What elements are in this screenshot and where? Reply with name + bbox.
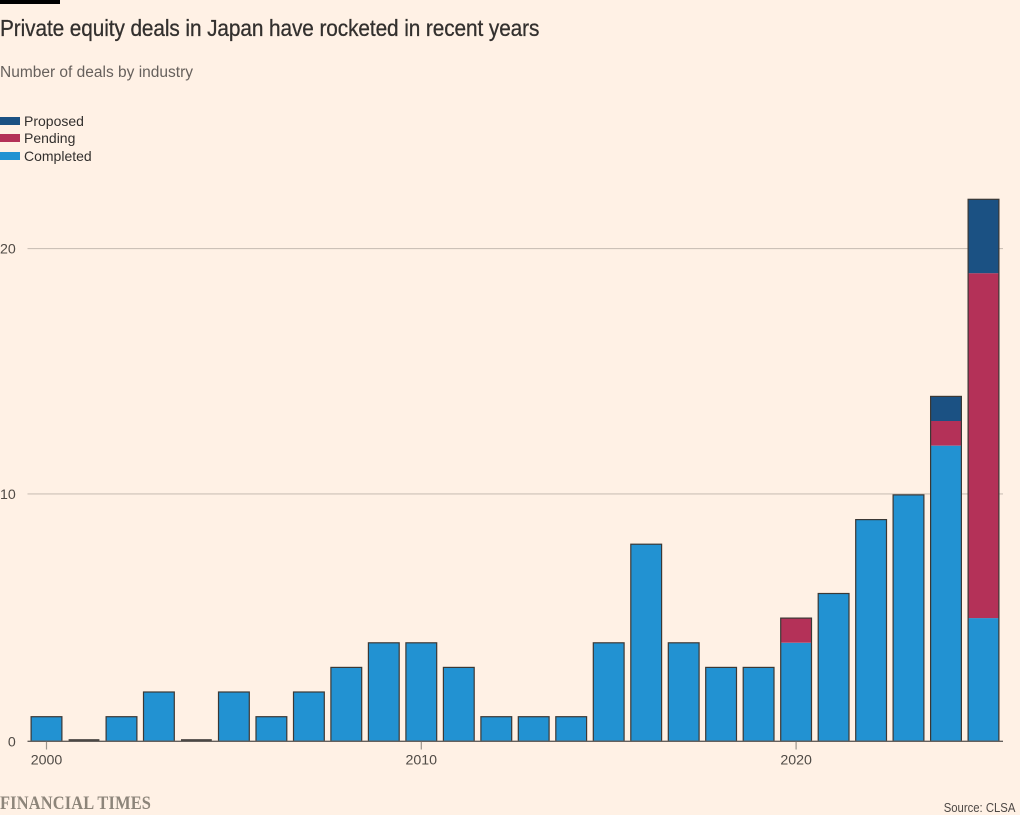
svg-text:20: 20 [0, 242, 16, 258]
svg-text:10: 10 [0, 487, 16, 503]
svg-text:2020: 2020 [780, 753, 812, 769]
svg-text:2010: 2010 [406, 753, 438, 769]
svg-text:0: 0 [8, 734, 16, 750]
svg-text:2000: 2000 [31, 753, 63, 769]
